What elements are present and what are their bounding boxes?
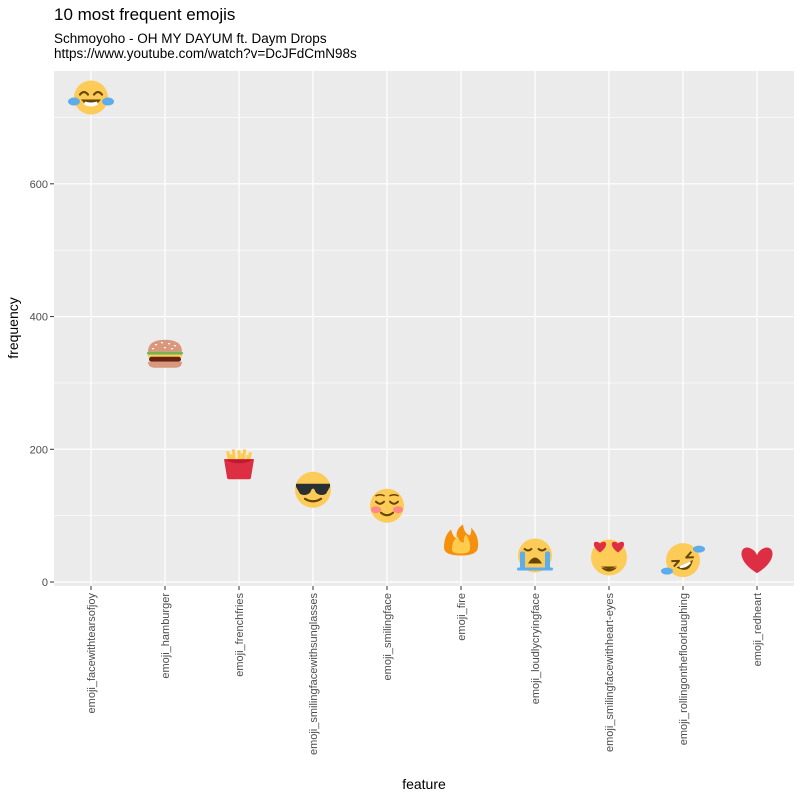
x-tick-label: emoji_rollingonthefloorlaughing: [678, 593, 690, 745]
y-axis: 0 200 400 600: [30, 179, 54, 589]
french-fries-icon: [224, 449, 254, 480]
plot-panel: [54, 71, 794, 586]
x-tick-label: emoji_smilingfacewithheart-eyes: [604, 593, 616, 752]
fire-icon: [444, 524, 479, 556]
x-tick-label: emoji_loudlycryingface: [530, 593, 542, 704]
subtitle-line-2: https://www.youtube.com/watch?v=DcJFdCmN…: [54, 46, 357, 61]
data-points: [68, 80, 773, 578]
subtitle-line-1: Schmoyoho - OH MY DAYUM ft. Daym Drops: [54, 31, 327, 46]
rolling-on-the-floor-laughing-icon: [661, 543, 705, 578]
chart-title: 10 most frequent emojis: [54, 5, 236, 24]
grid-minor: [54, 117, 794, 516]
y-tick-label: 0: [42, 577, 48, 589]
y-axis-title: frequency: [5, 297, 21, 358]
smiling-face-icon: [370, 488, 404, 523]
smiling-face-with-sunglasses-icon: [295, 471, 331, 508]
x-axis: emoji_facewithtearsofjoy emoji_hamburger e…: [86, 586, 764, 755]
x-tick-label: emoji_redheart: [752, 593, 764, 666]
red-heart-icon: [741, 547, 773, 574]
x-tick-label: emoji_smilingfacewithsunglasses: [308, 593, 320, 756]
grid-major: [54, 71, 794, 586]
hamburger-icon: [147, 339, 183, 368]
smiling-face-with-heart-eyes-icon: [591, 539, 627, 576]
x-tick-label: emoji_facewithtearsofjoy: [86, 593, 98, 714]
x-tick-label: emoji_fire: [456, 593, 468, 641]
face-with-tears-of-joy-icon: [68, 80, 114, 115]
chart-subtitle: Schmoyoho - OH MY DAYUM ft. Daym Drops h…: [54, 31, 357, 61]
loudly-crying-face-icon: [517, 538, 553, 573]
y-tick-label: 200: [30, 444, 48, 456]
x-tick-label: emoji_hamburger: [160, 593, 172, 679]
x-tick-label: emoji_frenchfries: [234, 593, 246, 677]
x-axis-title: feature: [402, 776, 446, 792]
y-tick-label: 400: [30, 312, 48, 324]
x-tick-label: emoji_smilingface: [382, 593, 394, 680]
y-tick-label: 600: [30, 179, 48, 191]
